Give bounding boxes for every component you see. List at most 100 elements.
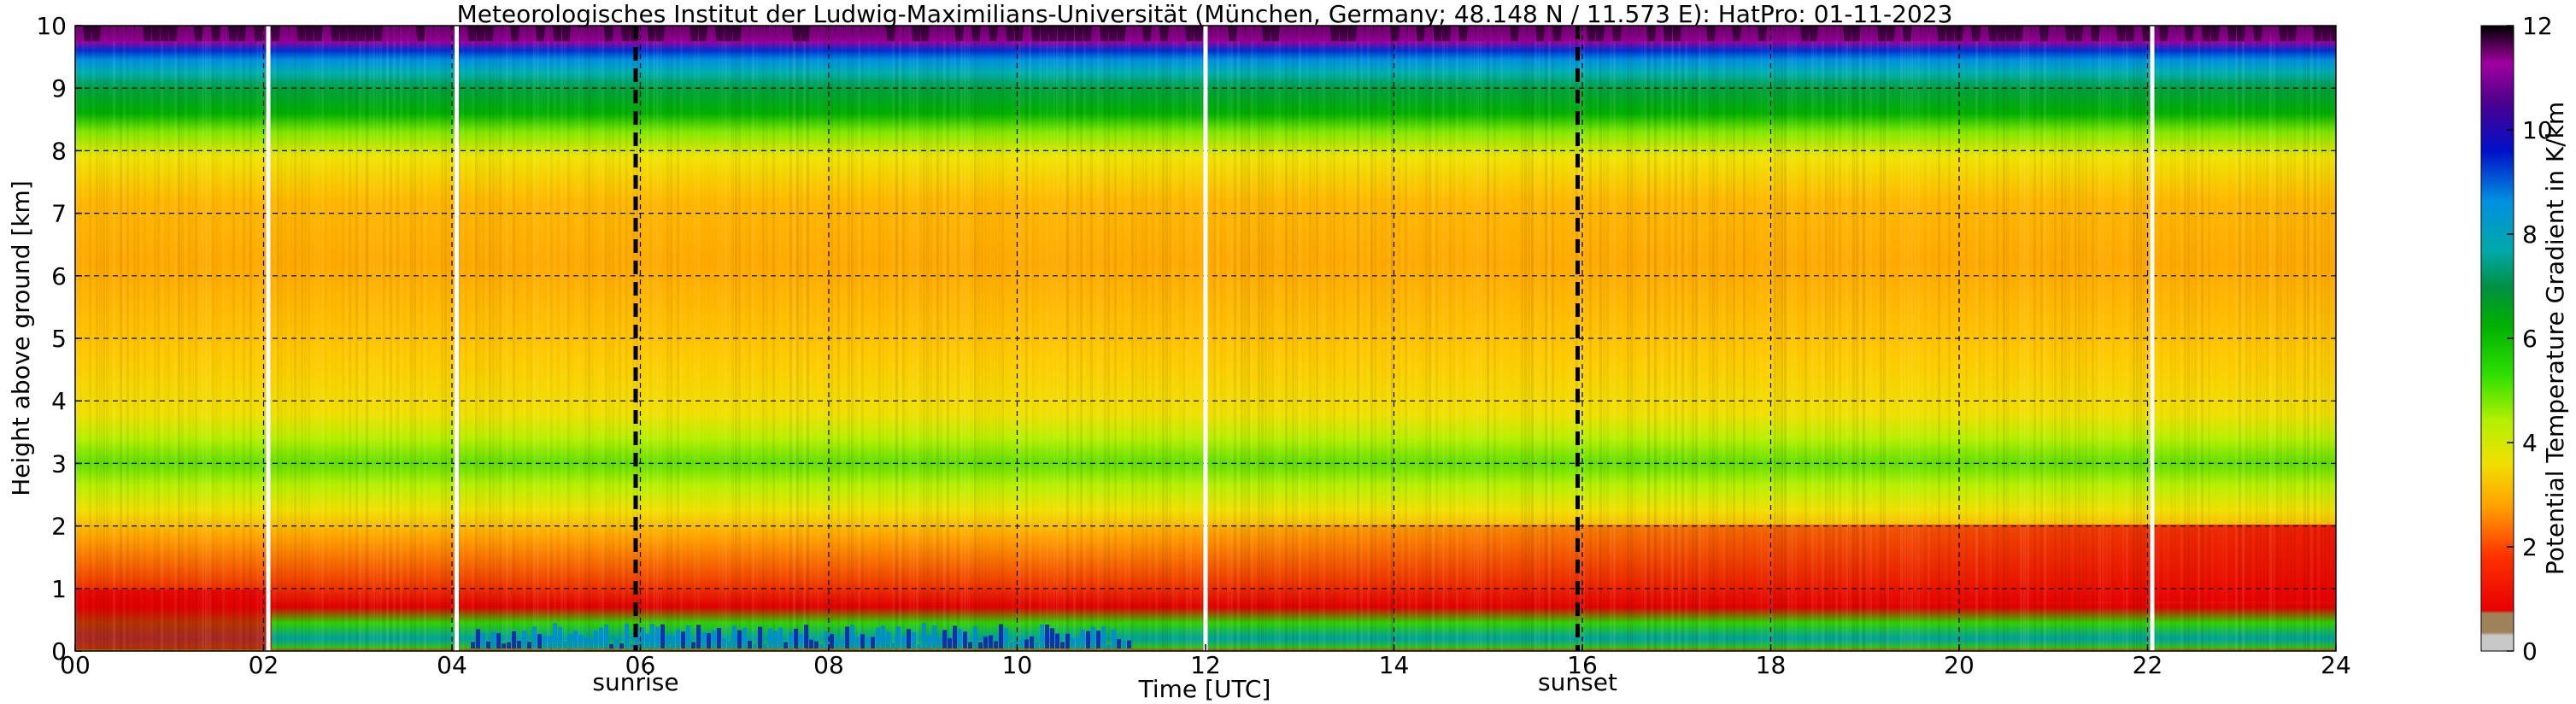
- texture-stripe: [1126, 26, 1134, 42]
- texture-stripe: [471, 642, 476, 649]
- texture-stripe: [954, 26, 956, 651]
- texture-stripe: [1716, 26, 1723, 42]
- texture-stripe: [511, 26, 519, 42]
- texture-stripe: [1086, 631, 1091, 649]
- texture-stripe: [374, 26, 382, 42]
- texture-stripe: [486, 641, 491, 649]
- texture-stripe: [1297, 26, 1305, 42]
- texture-stripe: [921, 26, 929, 42]
- texture-stripe: [2049, 26, 2057, 42]
- texture-stripe: [830, 633, 835, 649]
- texture-stripe: [1476, 26, 1484, 42]
- texture-stripe: [1681, 26, 1689, 42]
- texture-stripe: [1613, 26, 1621, 42]
- texture-stripe: [1434, 26, 1441, 42]
- texture-stripe: [899, 26, 901, 651]
- texture-stripe: [332, 26, 339, 42]
- x-axis: 00 02 04 06 08 10 12 14 16 18 20 22 24: [60, 644, 2351, 679]
- texture-stripe: [999, 624, 1004, 649]
- texture-stripe: [1377, 26, 1380, 651]
- texture-stripe: [1408, 26, 1411, 651]
- texture-stripe: [972, 26, 980, 42]
- texture-stripe: [437, 26, 440, 651]
- texture-stripe: [912, 632, 917, 649]
- texture-stripe: [1019, 639, 1024, 649]
- texture-stripe: [1989, 26, 1997, 42]
- texture-stripe: [355, 26, 358, 651]
- texture-stripe: [625, 26, 628, 651]
- texture-stripe: [118, 26, 126, 42]
- texture-stripe: [1348, 26, 1356, 42]
- texture-stripe: [1946, 26, 1954, 42]
- texture-stripe: [1117, 638, 1122, 649]
- texture-stripe: [776, 26, 778, 651]
- texture-stripe: [1107, 26, 1110, 651]
- texture-stripe: [1914, 26, 1916, 651]
- texture-stripe: [938, 26, 946, 42]
- texture-stripe: [1726, 26, 1728, 651]
- texture-stripe: [2102, 26, 2104, 651]
- texture-stripe: [947, 26, 949, 651]
- texture-stripe: [1818, 26, 1826, 42]
- texture-stripe: [2037, 26, 2039, 651]
- y-axis-label: Height above ground [km]: [7, 180, 35, 496]
- texture-stripe: [1758, 26, 1766, 42]
- texture-stripe: [2109, 26, 2116, 42]
- texture-stripe: [2254, 26, 2262, 42]
- texture-stripe: [870, 26, 877, 42]
- texture-stripe: [619, 643, 625, 649]
- texture-stripe: [681, 631, 686, 649]
- texture-stripe: [203, 26, 211, 42]
- texture-stripe: [827, 26, 835, 42]
- texture-stripe: [866, 637, 871, 649]
- texture-stripe: [1169, 26, 1177, 42]
- texture-stripe: [185, 26, 187, 651]
- texture-stripe: [533, 26, 536, 651]
- texture-stripe: [717, 627, 722, 649]
- texture-stripe: [1878, 26, 1886, 42]
- texture-stripe: [390, 26, 392, 651]
- texture-stripe: [707, 633, 712, 649]
- texture-stripe: [135, 26, 143, 42]
- texture-stripe: [2134, 26, 2142, 42]
- texture-stripe: [1801, 26, 1804, 651]
- texture-stripe: [932, 625, 937, 649]
- texture-stripe: [502, 26, 510, 42]
- texture-stripe: [596, 26, 604, 42]
- texture-stripe: [362, 26, 365, 651]
- texture-stripe: [554, 26, 561, 42]
- texture-stripe: [1688, 26, 1691, 651]
- texture-stripe: [1963, 26, 1971, 42]
- texture-stripe: [763, 643, 768, 649]
- texture-stripe: [1904, 26, 1906, 651]
- texture-stripe: [2307, 26, 2309, 651]
- texture-stripe: [2215, 26, 2217, 651]
- texture-stripe: [1468, 26, 1476, 42]
- texture-stripe: [887, 26, 895, 42]
- texture-stripe: [202, 26, 204, 651]
- texture-stripe: [1827, 26, 1834, 42]
- texture-stripe: [2262, 26, 2265, 651]
- texture-stripe: [485, 26, 493, 42]
- texture-stripe: [502, 643, 507, 649]
- texture-stripe: [1639, 26, 1646, 42]
- texture-stripe: [742, 627, 748, 649]
- texture-stripe: [306, 26, 314, 42]
- texture-stripe: [1112, 629, 1117, 649]
- texture-stripe: [1258, 26, 1260, 651]
- x-tick-label: 12: [1190, 651, 1221, 679]
- texture-stripe: [349, 26, 356, 42]
- texture-stripe: [2186, 26, 2193, 42]
- texture-stripe: [578, 26, 580, 651]
- texture-stripe: [425, 26, 433, 42]
- texture-stripe: [1058, 26, 1065, 42]
- texture-stripe: [246, 26, 254, 42]
- y-tick-label: 8: [51, 137, 67, 165]
- texture-stripe: [663, 26, 666, 651]
- texture-stripe: [1699, 26, 1701, 651]
- x-tick-label: 02: [249, 651, 279, 679]
- texture-stripe: [926, 26, 929, 651]
- texture-stripe: [2064, 26, 2067, 651]
- texture-stripe: [851, 26, 854, 651]
- texture-stripe: [255, 26, 262, 42]
